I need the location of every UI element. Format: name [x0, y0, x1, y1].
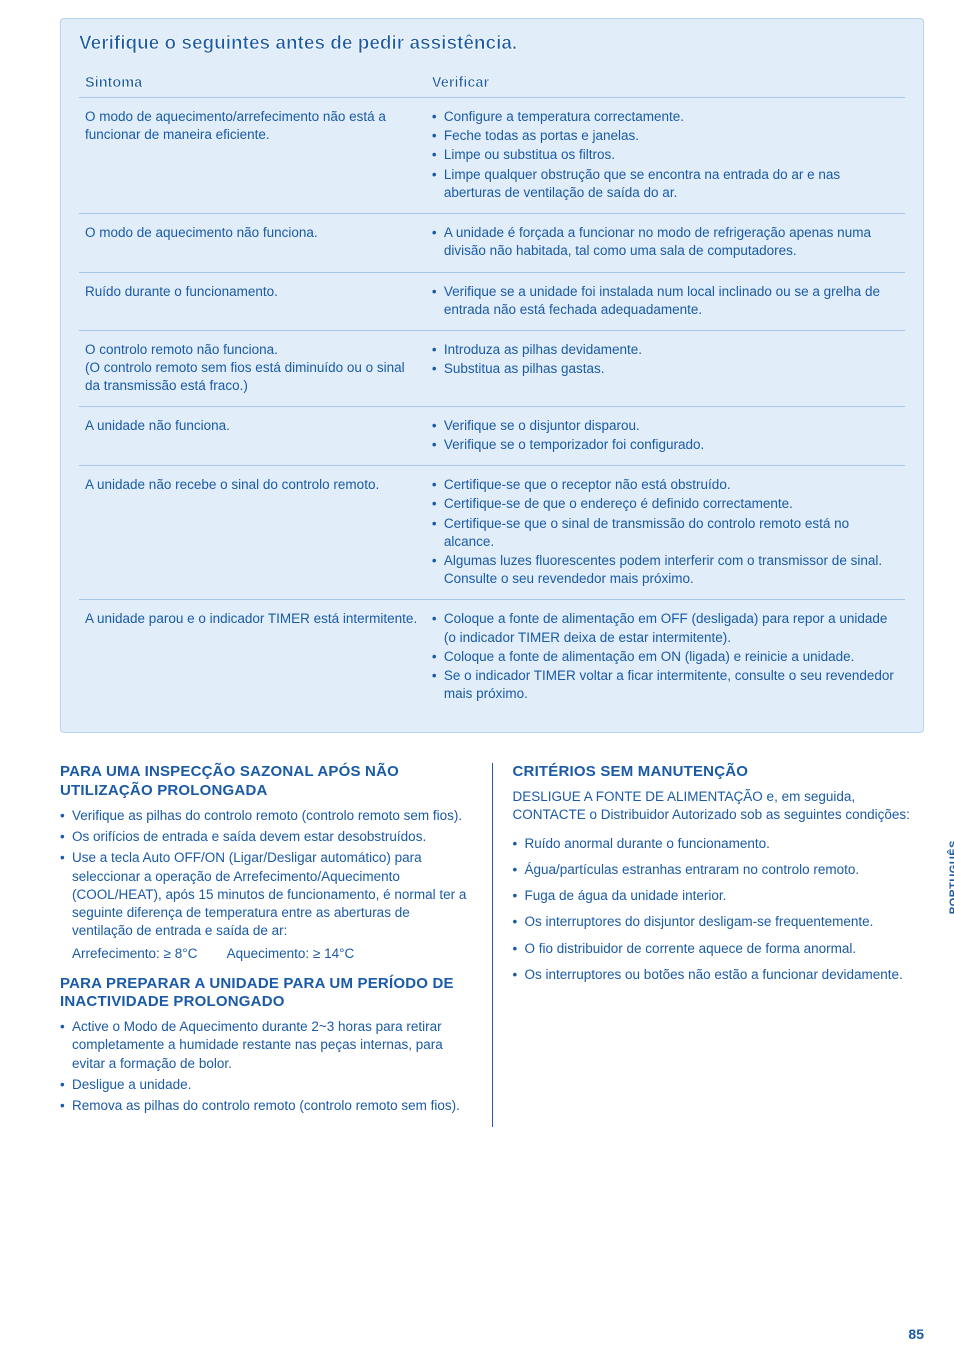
right-h1: CRITÉRIOS SEM MANUTENÇÃO	[513, 763, 925, 782]
table-row: Ruído durante o funcionamento.Verifique …	[79, 272, 905, 330]
th-symptom: Sintoma	[79, 69, 426, 98]
symptom-cell: O modo de aquecimento/arrefecimento não …	[79, 98, 426, 214]
check-cell: Verifique se o disjuntor disparou.Verifi…	[426, 406, 905, 465]
two-columns: PARA UMA INSPECÇÃO SAZONAL APÓS NÃO UTIL…	[60, 763, 924, 1127]
symptom-cell: O controlo remoto não funciona. (O contr…	[79, 330, 426, 406]
check-item: Coloque a fonte de alimentação em ON (li…	[432, 648, 897, 666]
table-row: A unidade não recebe o sinal do controlo…	[79, 466, 905, 600]
symptom-cell: A unidade não funciona.	[79, 406, 426, 465]
list-item: Active o Modo de Aquecimento durante 2~3…	[60, 1018, 472, 1073]
check-item: Substitua as pilhas gastas.	[432, 360, 897, 378]
check-item: Se o indicador TIMER voltar a ficar inte…	[432, 667, 897, 703]
symptom-cell: A unidade parou e o indicador TIMER está…	[79, 600, 426, 715]
check-cell: Verifique se a unidade foi instalada num…	[426, 272, 905, 330]
check-item: Verifique se a unidade foi instalada num…	[432, 283, 897, 319]
left-h2: PARA PREPARAR A UNIDADE PARA UM PERÍODO …	[60, 975, 472, 1013]
table-row: O modo de aquecimento/arrefecimento não …	[79, 98, 905, 214]
check-item: Configure a temperatura correctamente.	[432, 108, 897, 126]
check-item: A unidade é forçada a funcionar no modo …	[432, 224, 897, 260]
check-cell: Coloque a fonte de alimentação em OFF (d…	[426, 600, 905, 715]
check-item: Limpe ou substitua os filtros.	[432, 146, 897, 164]
table-row: A unidade não funciona.Verifique se o di…	[79, 406, 905, 465]
table-row: A unidade parou e o indicador TIMER está…	[79, 600, 905, 715]
check-item: Certifique-se de que o endereço é defini…	[432, 495, 897, 513]
check-item: Verifique se o disjuntor disparou.	[432, 417, 897, 435]
troubleshoot-box: Verifique o seguintes antes de pedir ass…	[60, 18, 924, 733]
temps-line: Arrefecimento: ≥ 8°C Aquecimento: ≥ 14°C	[60, 945, 472, 963]
check-cell: Certifique-se que o receptor não está ob…	[426, 466, 905, 600]
left-column: PARA UMA INSPECÇÃO SAZONAL APÓS NÃO UTIL…	[60, 763, 472, 1127]
list-item: Verifique as pilhas do controlo remoto (…	[60, 807, 472, 825]
table-row: O controlo remoto não funciona. (O contr…	[79, 330, 905, 406]
check-item: Coloque a fonte de alimentação em OFF (d…	[432, 610, 897, 646]
check-item: Limpe qualquer obstrução que se encontra…	[432, 166, 897, 202]
left-h1: PARA UMA INSPECÇÃO SAZONAL APÓS NÃO UTIL…	[60, 763, 472, 801]
list-item: Desligue a unidade.	[60, 1076, 472, 1094]
right-intro: DESLIGUE A FONTE DE ALIMENTAÇÃO e, em se…	[513, 788, 925, 824]
list-item: O fio distribuidor de corrente aquece de…	[513, 940, 925, 958]
language-tab: PORTUGUÊS	[948, 840, 954, 914]
symptom-table: Sintoma Verificar O modo de aquecimento/…	[79, 69, 905, 714]
table-row: O modo de aquecimento não funciona.A uni…	[79, 214, 905, 272]
right-column: CRITÉRIOS SEM MANUTENÇÃO DESLIGUE A FONT…	[513, 763, 925, 1127]
list-item: Use a tecla Auto OFF/ON (Ligar/Desligar …	[60, 849, 472, 940]
list-item: Remova as pilhas do controlo remoto (con…	[60, 1097, 472, 1115]
check-item: Verifique se o temporizador foi configur…	[432, 436, 897, 454]
check-item: Algumas luzes fluorescentes podem interf…	[432, 552, 897, 588]
check-cell: Configure a temperatura correctamente.Fe…	[426, 98, 905, 214]
th-check: Verificar	[426, 69, 905, 98]
page-number: 85	[908, 1326, 924, 1342]
check-cell: A unidade é forçada a funcionar no modo …	[426, 214, 905, 272]
symptom-cell: O modo de aquecimento não funciona.	[79, 214, 426, 272]
list-item: Os interruptores ou botões não estão a f…	[513, 966, 925, 984]
list-item: Ruído anormal durante o funcionamento.	[513, 835, 925, 853]
column-separator	[492, 763, 493, 1127]
check-item: Feche todas as portas e janelas.	[432, 127, 897, 145]
symptom-cell: A unidade não recebe o sinal do controlo…	[79, 466, 426, 600]
list-item: Os interruptores do disjuntor desligam-s…	[513, 913, 925, 931]
symptom-cell: Ruído durante o funcionamento.	[79, 272, 426, 330]
list-item: Os orifícios de entrada e saída devem es…	[60, 828, 472, 846]
check-item: Certifique-se que o receptor não está ob…	[432, 476, 897, 494]
check-item: Certifique-se que o sinal de transmissão…	[432, 515, 897, 551]
list-item: Água/partículas estranhas entraram no co…	[513, 861, 925, 879]
box-title: Verifique o seguintes antes de pedir ass…	[79, 33, 905, 55]
check-item: Introduza as pilhas devidamente.	[432, 341, 897, 359]
list-item: Fuga de água da unidade interior.	[513, 887, 925, 905]
check-cell: Introduza as pilhas devidamente.Substitu…	[426, 330, 905, 406]
